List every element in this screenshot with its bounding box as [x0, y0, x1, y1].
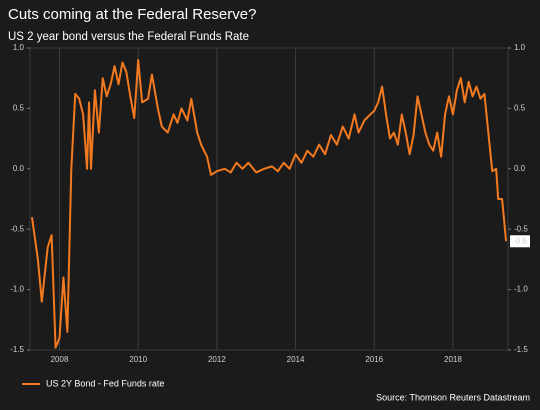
source-note: Source: Thomson Reuters Datastream [376, 392, 530, 402]
legend-label: US 2Y Bond - Fed Funds rate [46, 378, 164, 388]
x-tick-label: 2016 [365, 355, 383, 364]
y-tick-label: -0.5 [10, 224, 24, 233]
end-label-box [510, 235, 530, 248]
plot-frame [29, 47, 509, 351]
x-tick-label: 2012 [208, 355, 226, 364]
y2-tick-label: -1.0 [514, 285, 528, 294]
x-tick-label: 2010 [129, 355, 147, 364]
y-tick-label: 1.0 [13, 43, 25, 52]
data-line [30, 59, 508, 349]
y2-tick-label: 0.5 [514, 104, 526, 113]
y-tick-label: -1.5 [10, 345, 24, 354]
chart-subtitle: US 2 year bond versus the Federal Funds … [8, 31, 249, 43]
y-tick-label: -1.0 [10, 285, 24, 294]
x-tick-label: 2008 [51, 355, 69, 364]
chart-title: Cuts coming at the Federal Reserve? [8, 6, 256, 23]
end-label: -0.6 [513, 236, 527, 245]
y-tick-label: 0.5 [13, 104, 25, 113]
x-tick-label: 2014 [287, 355, 305, 364]
y-tick-label: 0.0 [13, 164, 25, 173]
x-tick-label: 2018 [444, 355, 462, 364]
y2-tick-label: -0.5 [514, 224, 528, 233]
y2-tick-label: 1.0 [514, 43, 526, 52]
y2-tick-label: 0.0 [514, 164, 526, 173]
y2-tick-label: -1.5 [514, 345, 528, 354]
